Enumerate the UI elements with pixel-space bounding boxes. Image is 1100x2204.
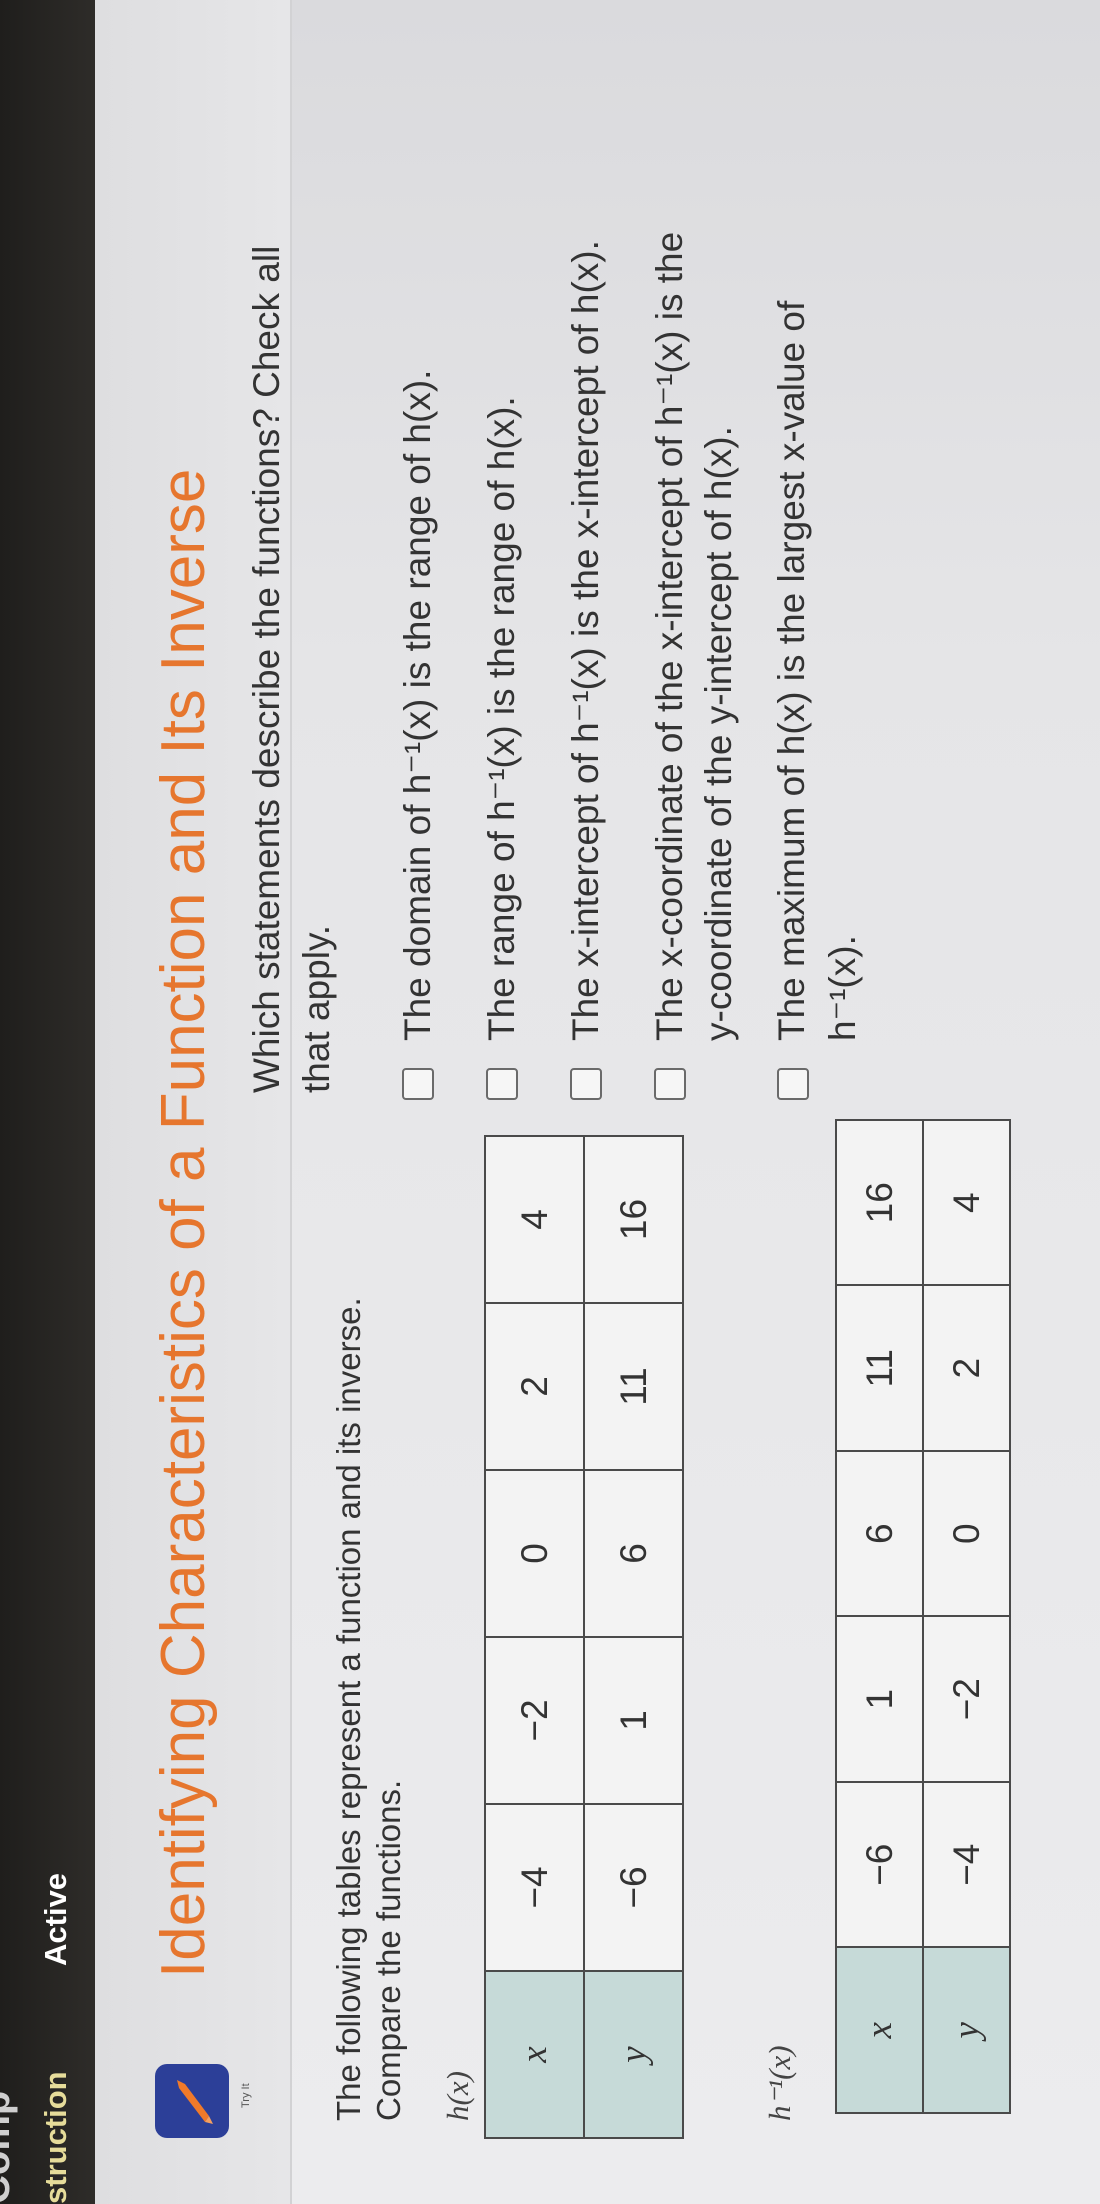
h-inverse-table: x −6 1 6 11 16 y −4 −2 0 2 4 xyxy=(835,1119,1011,2114)
table-row-y: y −4 −2 0 2 4 xyxy=(923,1120,1010,2113)
option-4-checkbox[interactable] xyxy=(654,1068,686,1100)
table-cell: 2 xyxy=(923,1285,1010,1451)
intro-text-line2: Compare the functions. xyxy=(370,1779,407,2121)
page-title: Identifying Characteristics of a Functio… xyxy=(149,468,218,1978)
table-cell: 6 xyxy=(836,1451,923,1617)
option-1-checkbox[interactable] xyxy=(402,1068,434,1100)
option-5-checkbox[interactable] xyxy=(777,1068,809,1100)
table-cell: −4 xyxy=(923,1782,1010,1948)
table-row-y: y −6 1 6 11 16 xyxy=(584,1136,683,2138)
option-2-label[interactable]: The range of h⁻¹(x) is the range of h(x)… xyxy=(481,396,522,1041)
table-cell: 4 xyxy=(485,1136,584,1303)
table-cell: −6 xyxy=(584,1804,683,1971)
table-cell: 11 xyxy=(836,1285,923,1451)
intro-text-line1: The following tables represent a functio… xyxy=(330,1297,367,2121)
table-cell: 11 xyxy=(584,1303,683,1470)
table-cell: 16 xyxy=(584,1136,683,1303)
option-3-label[interactable]: The x-intercept of h⁻¹(x) is the x-inter… xyxy=(565,240,606,1041)
option-5-label-line1[interactable]: The maximum of h(x) is the largest x-val… xyxy=(771,300,812,1041)
question-text-line2: that apply. xyxy=(296,925,337,1093)
h-table-label: h(x) xyxy=(440,2071,475,2121)
table-cell: 0 xyxy=(923,1451,1010,1617)
option-3-checkbox[interactable] xyxy=(570,1068,602,1100)
option-1-label[interactable]: The domain of h⁻¹(x) is the range of h(x… xyxy=(397,369,438,1041)
option-4-label-line1[interactable]: The x-coordinate of the x-intercept of h… xyxy=(649,231,690,1041)
table-cell: 1 xyxy=(836,1616,923,1782)
row-header: x xyxy=(836,1947,923,2113)
table-cell: 6 xyxy=(584,1470,683,1637)
cutoff-nav-title: Comp xyxy=(0,2090,18,2204)
table-cell: 2 xyxy=(485,1303,584,1470)
table-cell: 4 xyxy=(923,1120,1010,1286)
question-text-line1: Which statements describe the functions?… xyxy=(246,245,287,1093)
h-function-table: x −4 −2 0 2 4 y −6 1 6 11 16 xyxy=(484,1135,684,2139)
option-2-checkbox[interactable] xyxy=(486,1068,518,1100)
try-it-label: Try It xyxy=(240,2083,252,2108)
row-header: y xyxy=(923,1947,1010,2113)
h-inverse-table-label: h⁻¹(x) xyxy=(762,2045,797,2121)
row-header: x xyxy=(485,1971,584,2138)
row-header: y xyxy=(584,1971,683,2138)
table-row-x: x −4 −2 0 2 4 xyxy=(485,1136,584,2138)
option-5-label-line2[interactable]: h⁻¹(x). xyxy=(822,935,863,1041)
tab-instruction[interactable]: struction xyxy=(38,2071,73,2204)
table-cell: −2 xyxy=(923,1616,1010,1782)
pencil-badge-icon xyxy=(155,2064,229,2138)
table-cell: 0 xyxy=(485,1470,584,1637)
table-cell: −2 xyxy=(485,1637,584,1804)
tab-active[interactable]: Active xyxy=(38,1872,73,1966)
table-row-x: x −6 1 6 11 16 xyxy=(836,1120,923,2113)
table-cell: −6 xyxy=(836,1782,923,1948)
table-cell: −4 xyxy=(485,1804,584,1971)
table-cell: 16 xyxy=(836,1120,923,1286)
table-cell: 1 xyxy=(584,1637,683,1804)
option-4-label-line2[interactable]: y-coordinate of the y-intercept of h(x). xyxy=(698,426,739,1041)
